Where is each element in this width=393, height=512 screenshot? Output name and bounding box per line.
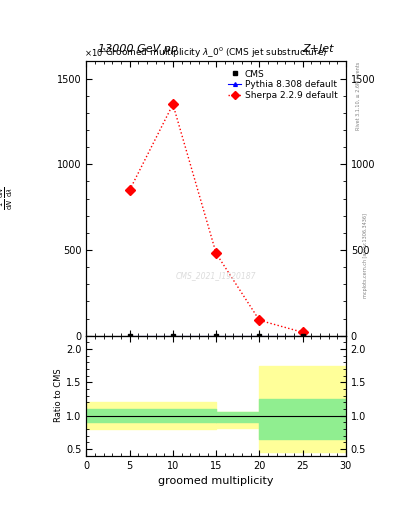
Y-axis label: $\frac{1}{\mathrm{d}N}\,\frac{\mathrm{d}N}{\mathrm{d}\lambda}$: $\frac{1}{\mathrm{d}N}\,\frac{\mathrm{d}… <box>0 187 15 210</box>
Y-axis label: Ratio to CMS: Ratio to CMS <box>55 369 63 422</box>
Pythia 8.308 default <box>257 333 262 339</box>
Sherpa 2.2.9 default <box>300 329 305 335</box>
Pythia 8.308 default <box>214 333 219 339</box>
Text: CMS_2021_I1920187: CMS_2021_I1920187 <box>176 271 256 280</box>
CMS <box>300 333 305 339</box>
CMS <box>257 333 262 339</box>
X-axis label: groomed multiplicity: groomed multiplicity <box>158 476 274 486</box>
CMS <box>214 333 219 339</box>
Text: 13000 GeV pp: 13000 GeV pp <box>98 44 178 54</box>
Sherpa 2.2.9 default <box>214 250 219 257</box>
Sherpa 2.2.9 default <box>257 317 262 324</box>
Sherpa 2.2.9 default <box>171 101 175 108</box>
Text: mcplots.cern.ch [arXiv:1306.3436]: mcplots.cern.ch [arXiv:1306.3436] <box>363 214 368 298</box>
Text: Rivet 3.1.10, ≥ 2.6M events: Rivet 3.1.10, ≥ 2.6M events <box>356 61 361 130</box>
Text: Z+Jet: Z+Jet <box>303 44 334 54</box>
Line: Sherpa 2.2.9 default: Sherpa 2.2.9 default <box>126 101 306 336</box>
Text: $\times10^3$: $\times10^3$ <box>84 46 107 59</box>
Title: Groomed multiplicity $\lambda\_0^0$ (CMS jet substructure): Groomed multiplicity $\lambda\_0^0$ (CMS… <box>105 46 327 60</box>
Legend: CMS, Pythia 8.308 default, Sherpa 2.2.9 default: CMS, Pythia 8.308 default, Sherpa 2.2.9 … <box>224 66 342 104</box>
CMS <box>127 333 132 339</box>
Pythia 8.308 default <box>300 333 305 339</box>
Pythia 8.308 default <box>127 333 132 339</box>
Line: CMS: CMS <box>128 334 305 338</box>
Line: Pythia 8.308 default: Pythia 8.308 default <box>128 334 305 338</box>
Sherpa 2.2.9 default <box>127 187 132 193</box>
CMS <box>171 333 175 339</box>
Pythia 8.308 default <box>171 333 175 339</box>
